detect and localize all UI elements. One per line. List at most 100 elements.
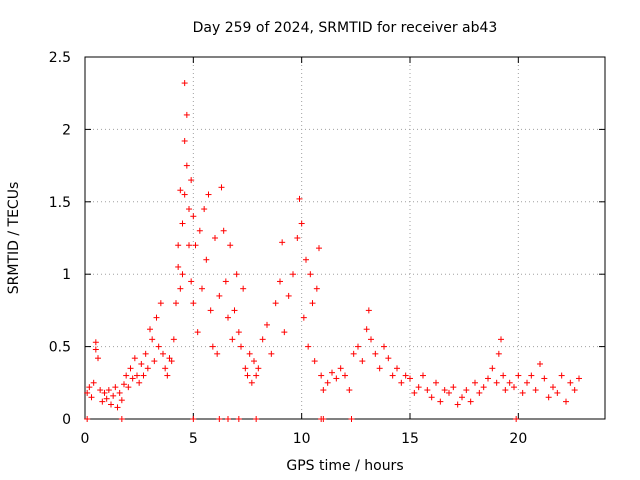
data-point xyxy=(108,401,114,408)
data-point xyxy=(363,326,370,333)
data-point xyxy=(253,416,260,422)
data-point xyxy=(324,379,331,386)
y-tick-label: 0.5 xyxy=(49,340,71,356)
data-point xyxy=(231,307,238,314)
data-point xyxy=(255,365,262,372)
data-point xyxy=(248,379,255,386)
data-point xyxy=(313,285,320,292)
data-point xyxy=(576,375,582,382)
data-point xyxy=(181,137,188,144)
data-point xyxy=(472,379,478,386)
data-point xyxy=(218,184,225,191)
data-point xyxy=(420,372,426,379)
data-point xyxy=(235,416,242,422)
data-point xyxy=(342,372,348,379)
data-point xyxy=(181,80,188,87)
data-point xyxy=(368,336,374,343)
data-point xyxy=(506,379,513,386)
data-point xyxy=(188,278,195,285)
data-point xyxy=(179,271,186,278)
data-point xyxy=(372,350,379,357)
data-point xyxy=(244,372,251,379)
data-point xyxy=(118,416,125,422)
data-point xyxy=(558,372,565,379)
data-point xyxy=(528,372,535,379)
data-point xyxy=(190,300,197,307)
data-point xyxy=(157,300,164,307)
data-point xyxy=(101,389,108,396)
data-point xyxy=(110,392,117,399)
data-point xyxy=(194,329,201,336)
y-tick-label: 0 xyxy=(62,412,71,428)
data-point xyxy=(129,375,136,382)
data-point xyxy=(103,395,110,402)
data-point xyxy=(181,191,188,198)
data-point xyxy=(123,372,130,379)
data-point xyxy=(121,381,127,388)
data-point xyxy=(318,372,325,379)
x-tick-label: 15 xyxy=(401,431,419,447)
data-point xyxy=(424,387,431,394)
data-point xyxy=(253,372,260,379)
data-point xyxy=(192,242,199,249)
data-point xyxy=(277,278,283,285)
data-point xyxy=(398,379,405,386)
data-point xyxy=(402,372,409,379)
data-point xyxy=(177,187,184,194)
data-point xyxy=(365,307,372,314)
data-point xyxy=(502,387,509,394)
data-point xyxy=(450,384,457,391)
data-point xyxy=(201,206,208,213)
data-point xyxy=(170,336,177,343)
data-point xyxy=(225,314,231,321)
y-tick-label: 2 xyxy=(62,122,71,138)
y-axis-label: SRMTID / TECUs xyxy=(6,182,22,295)
data-point xyxy=(415,384,422,391)
data-point xyxy=(515,372,522,379)
data-point xyxy=(220,227,227,234)
data-point xyxy=(216,416,223,422)
data-point xyxy=(86,384,93,391)
data-point xyxy=(90,379,97,386)
data-point xyxy=(537,360,543,367)
data-point xyxy=(550,384,556,391)
data-point xyxy=(305,343,312,350)
data-point xyxy=(127,365,134,372)
x-tick-label: 5 xyxy=(189,431,198,447)
data-point xyxy=(333,375,340,382)
data-point xyxy=(84,416,91,422)
data-point xyxy=(433,379,439,386)
data-point xyxy=(311,358,318,365)
data-point xyxy=(149,336,156,343)
data-point xyxy=(162,365,169,372)
data-point xyxy=(303,256,309,263)
data-point xyxy=(376,365,383,372)
data-point xyxy=(545,394,552,401)
data-point xyxy=(203,256,210,263)
tick-labels: 0 5 10 15 20 0 0.5 1 1.5 2 2.5 xyxy=(49,50,528,447)
data-point xyxy=(229,336,236,343)
x-tick-label: 0 xyxy=(81,431,90,447)
data-point xyxy=(348,416,355,422)
data-point xyxy=(95,355,101,362)
data-point xyxy=(294,235,301,241)
data-point xyxy=(389,372,396,379)
data-point xyxy=(441,387,448,394)
data-point xyxy=(272,300,279,307)
data-point xyxy=(567,379,574,386)
data-point xyxy=(105,387,112,394)
data-point xyxy=(459,394,465,401)
data-point xyxy=(99,398,106,405)
data-point xyxy=(147,326,153,333)
data-point xyxy=(207,307,214,314)
data-point xyxy=(320,416,327,422)
data-point xyxy=(563,398,569,405)
data-point xyxy=(511,384,517,391)
data-point xyxy=(300,314,307,321)
data-point xyxy=(350,350,357,357)
data-point xyxy=(216,292,223,299)
data-point xyxy=(214,350,221,357)
data-point xyxy=(309,300,316,307)
data-point xyxy=(355,343,361,350)
data-point xyxy=(168,358,175,365)
